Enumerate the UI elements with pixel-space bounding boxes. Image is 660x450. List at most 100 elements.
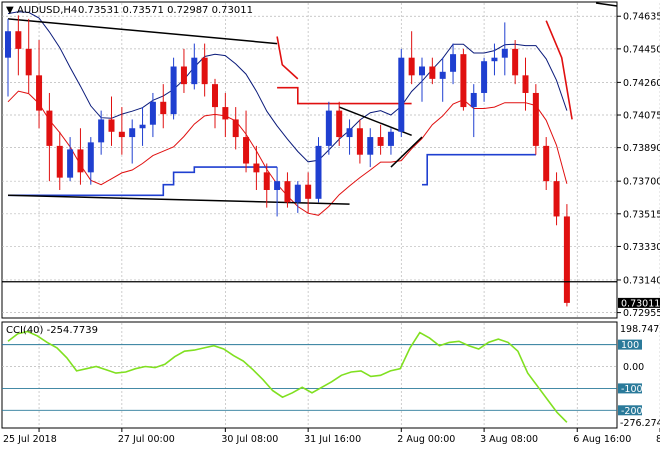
- symbol-label: AUDUSD,H4: [17, 5, 77, 16]
- candle-body: [87, 142, 94, 173]
- candle-body: [419, 66, 425, 76]
- candle-body: [201, 57, 208, 85]
- candle-body: [170, 66, 177, 115]
- candle-body: [325, 110, 332, 146]
- candle-body: [408, 57, 415, 76]
- cci-grid: [2, 323, 660, 427]
- candle-body: [481, 61, 488, 93]
- last-price-tag: [618, 297, 660, 308]
- price-axis: 0.74635 0.74450 0.74260 0.74075 0.73890 0.737…: [617, 12, 660, 319]
- wedge-lower-line: [390, 136, 423, 168]
- ohlc-values: 0.73531 0.73571 0.72987 0.73011: [78, 5, 253, 16]
- upper-trendline: [7, 18, 278, 45]
- candle-body: [67, 149, 74, 178]
- price-tick-label: 0.74635: [623, 12, 660, 23]
- candle-body: [149, 101, 156, 125]
- header-triangle-icon: ▼: [6, 5, 14, 16]
- cci-level-tag: [618, 339, 642, 350]
- resistance-line-2: [545, 20, 573, 120]
- time-tick-label: 3 Aug 08:00: [480, 434, 538, 445]
- price-tick-label: 0.73700: [623, 177, 660, 188]
- top-right-trendline[interactable]: [595, 2, 618, 7]
- candle-body: [563, 216, 570, 303]
- candle-body: [56, 145, 63, 178]
- time-tick-label: 31 Jul 16:00: [304, 434, 361, 445]
- candle-body: [543, 145, 550, 182]
- candle-body: [450, 54, 457, 72]
- candle-body: [553, 181, 560, 217]
- candlestick-series: [5, 15, 570, 307]
- cci-line: [7, 330, 568, 423]
- candle-body: [470, 92, 477, 108]
- candle-body: [222, 107, 229, 120]
- cci-axis: 100 0.00 -100 -200 198.7473 -276.2749: [618, 324, 660, 429]
- price-panel[interactable]: [1, 1, 618, 319]
- candle-body: [336, 110, 343, 138]
- candle-body: [284, 181, 291, 203]
- candle-body: [315, 145, 322, 199]
- candle-body: [263, 172, 270, 190]
- time-axis: 25 Jul 2018 27 Jul 00:00 30 Jul 08:00 31 Ju…: [3, 428, 660, 445]
- price-tick-label: 0.73890: [623, 143, 660, 154]
- candle-body: [367, 137, 374, 155]
- time-tick-label: 27 Jul 00:00: [118, 434, 175, 445]
- cci-level-label: -200: [621, 406, 643, 417]
- candle-body: [356, 128, 363, 155]
- candle-body: [129, 128, 136, 138]
- candle-body: [180, 66, 187, 85]
- candle-body: [346, 128, 353, 138]
- candle-body: [305, 184, 312, 199]
- cci-max-label: 198.7473: [620, 324, 660, 335]
- time-tick-label: 8 Aug 00:00: [656, 434, 660, 445]
- time-tick-label: 30 Jul 08:00: [221, 434, 278, 445]
- candle-body: [77, 149, 84, 173]
- cci-min-label: -276.2749: [620, 418, 660, 429]
- candle-body: [501, 48, 508, 58]
- price-tick-label: 0.74450: [623, 44, 660, 55]
- candle-body: [15, 31, 22, 49]
- price-tick-label: 0.74075: [623, 111, 660, 122]
- support-line-2: [422, 153, 536, 186]
- time-tick-label: 25 Jul 2018: [3, 434, 57, 445]
- candle-body: [439, 71, 446, 79]
- resistance-line: [277, 86, 412, 105]
- last-price-label: 0.73011: [621, 298, 660, 309]
- candle-body: [160, 101, 167, 115]
- candle-body: [512, 48, 519, 76]
- candle-body: [377, 137, 384, 146]
- candle-body: [429, 66, 436, 79]
- candle-body: [118, 131, 125, 138]
- candle-body: [108, 119, 115, 132]
- candle-body: [98, 119, 105, 143]
- candle-body: [274, 181, 281, 190]
- price-tick-label: 0.72955: [623, 308, 660, 319]
- cci-title: CCI(40) -254.7739: [6, 325, 98, 336]
- cci-level-tag: [618, 405, 642, 416]
- price-tick-label: 0.74260: [623, 78, 660, 89]
- support-resistance-lines: [8, 20, 573, 197]
- cci-level-label: -100: [621, 384, 643, 395]
- candle-body: [387, 131, 394, 146]
- time-tick-label: 6 Aug 16:00: [573, 434, 631, 445]
- candle-body: [398, 57, 405, 132]
- candle-body: [532, 92, 539, 146]
- cci-level-tag: [618, 383, 642, 394]
- candle-body: [491, 57, 498, 62]
- candle-body: [46, 110, 53, 146]
- candle-body: [460, 54, 467, 108]
- candle-body: [25, 48, 32, 76]
- cci-level-label: 100: [621, 340, 639, 351]
- candle-body: [139, 124, 146, 129]
- price-tick-label: 0.73515: [623, 209, 660, 220]
- candle-body: [294, 184, 301, 203]
- cci-series: [7, 330, 568, 423]
- candle-body: [522, 75, 529, 93]
- candle-body: [253, 163, 260, 173]
- cci-panel[interactable]: [1, 321, 618, 429]
- price-tick-label: 0.73330: [623, 242, 660, 253]
- candle-body: [232, 119, 239, 138]
- price-tick-label: 0.73140: [623, 275, 660, 286]
- resistance-drop: [276, 36, 299, 80]
- candle-body: [212, 84, 218, 108]
